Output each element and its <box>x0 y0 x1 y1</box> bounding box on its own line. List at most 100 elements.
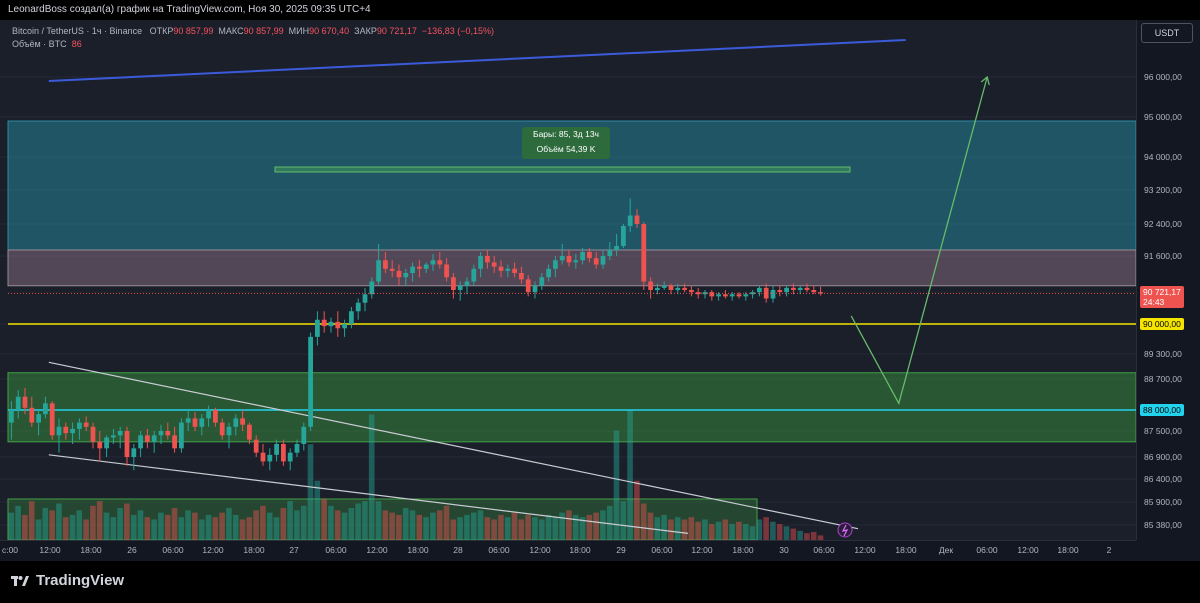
candle-body <box>593 258 599 265</box>
candle-body <box>213 410 218 423</box>
volume-bar <box>504 517 511 540</box>
candle-body <box>301 426 307 444</box>
time-tick-label: 18:00 <box>732 545 754 555</box>
volume-bar <box>382 510 389 540</box>
candle-body <box>111 435 116 438</box>
time-tick-label: 06:00 <box>813 545 835 555</box>
volume-bar <box>185 510 191 540</box>
time-scale[interactable] <box>0 540 1136 561</box>
volume-bar <box>294 510 300 540</box>
candle-body <box>15 396 21 410</box>
volume-bar <box>341 512 348 540</box>
volume-bar <box>416 514 423 540</box>
candle-body <box>226 426 232 436</box>
time-tick-label: 12:00 <box>202 545 224 555</box>
volume-bar <box>702 519 708 540</box>
time-tick-label: 30 <box>779 545 789 555</box>
time-tick-label: 2 <box>1106 545 1112 555</box>
candle-body <box>471 268 477 282</box>
level-90000-tag: 90 000,00 <box>1140 318 1184 330</box>
volume-bar <box>593 512 599 540</box>
time-tick-label: 12:00 <box>366 545 388 555</box>
volume-bar <box>144 517 151 540</box>
legend-volume-label[interactable]: Объём · BTC <box>12 39 67 49</box>
volume-bar <box>572 514 579 540</box>
volume-bar <box>436 510 443 540</box>
candle-body <box>383 260 388 269</box>
price-scale[interactable] <box>1136 20 1200 540</box>
price-tick-label: 85 900,00 <box>1144 497 1182 507</box>
volume-bar <box>708 524 715 540</box>
range-box <box>7 498 758 540</box>
volume-bar <box>198 519 205 540</box>
chart-area[interactable] <box>0 20 1136 540</box>
volume-bar <box>790 528 797 540</box>
candle-body <box>267 454 273 462</box>
candle-body <box>539 277 545 286</box>
candle-body <box>573 260 579 263</box>
volume-bar <box>566 510 572 540</box>
tradingview-brand: TradingView <box>10 572 124 589</box>
candle-body <box>777 290 783 293</box>
volume-bar <box>389 512 395 540</box>
candle-body <box>444 264 449 278</box>
volume-bar <box>375 501 382 540</box>
volume-bar <box>15 505 21 540</box>
candle-body <box>417 266 422 269</box>
volume-bar <box>810 532 817 540</box>
volume-bar <box>736 521 742 540</box>
volume-bar <box>273 517 280 540</box>
time-tick-label: 18:00 <box>407 545 429 555</box>
level-88000-tag: 88 000,00 <box>1140 404 1184 416</box>
candle-body <box>729 294 735 297</box>
candle-body <box>335 321 341 329</box>
volume-bar <box>600 510 606 540</box>
candle-body <box>56 426 62 436</box>
time-tick-label: 18:00 <box>895 545 917 555</box>
volume-bar <box>280 508 287 540</box>
candle-body <box>818 292 823 294</box>
candle-body <box>559 256 565 261</box>
volume-bar <box>770 521 776 540</box>
bar-countdown: 24:43 <box>1143 297 1165 307</box>
price-tick-label: 94 000,00 <box>1144 152 1182 162</box>
currency-button[interactable]: USDT <box>1141 23 1193 43</box>
volume-bar <box>239 519 246 540</box>
zone-demand <box>7 372 1136 443</box>
volume-bar <box>22 514 28 540</box>
candle-body <box>451 277 456 290</box>
volume-bar <box>56 503 62 540</box>
price-chart[interactable] <box>0 20 1136 540</box>
candle-body <box>763 287 769 299</box>
candle-body <box>219 422 225 436</box>
legend-change: −136,83 (−0,15%) <box>421 26 494 36</box>
candle-body <box>682 287 687 290</box>
volume-bar <box>368 414 375 540</box>
time-tick-label: 06:00 <box>162 545 184 555</box>
candle-body <box>525 279 531 293</box>
volume-bar <box>776 524 783 540</box>
legend-symbol[interactable]: Bitcoin / TetherUS · 1ч · Binance <box>12 26 143 36</box>
volume-bar <box>545 514 552 540</box>
volume-bar <box>348 508 355 540</box>
measure-tooltip: Бары: 85, 3д 13ч Объём 54,39 K <box>522 127 610 159</box>
legend-high-label: МАКС <box>218 26 244 36</box>
candle-body <box>505 268 511 271</box>
candle-body <box>648 281 653 290</box>
candle-body <box>308 336 313 427</box>
candle-body <box>546 268 551 278</box>
volume-bar <box>83 519 89 540</box>
candle-body <box>29 407 35 423</box>
volume-bar <box>606 505 613 540</box>
volume-bar <box>532 517 538 540</box>
volume-bar <box>647 512 654 540</box>
price-tick-label: 89 300,00 <box>1144 349 1182 359</box>
chart-legend: Bitcoin / TetherUS · 1ч · Binance ОТКР90… <box>12 25 494 51</box>
volume-bar <box>688 517 695 540</box>
legend-low-label: МИН <box>288 26 310 36</box>
volume-bar <box>103 512 110 540</box>
candle-body <box>512 268 517 273</box>
volume-bar <box>668 519 674 540</box>
legend-volume-row: Объём · BTC 86 <box>12 38 494 51</box>
candle-body <box>702 292 708 295</box>
